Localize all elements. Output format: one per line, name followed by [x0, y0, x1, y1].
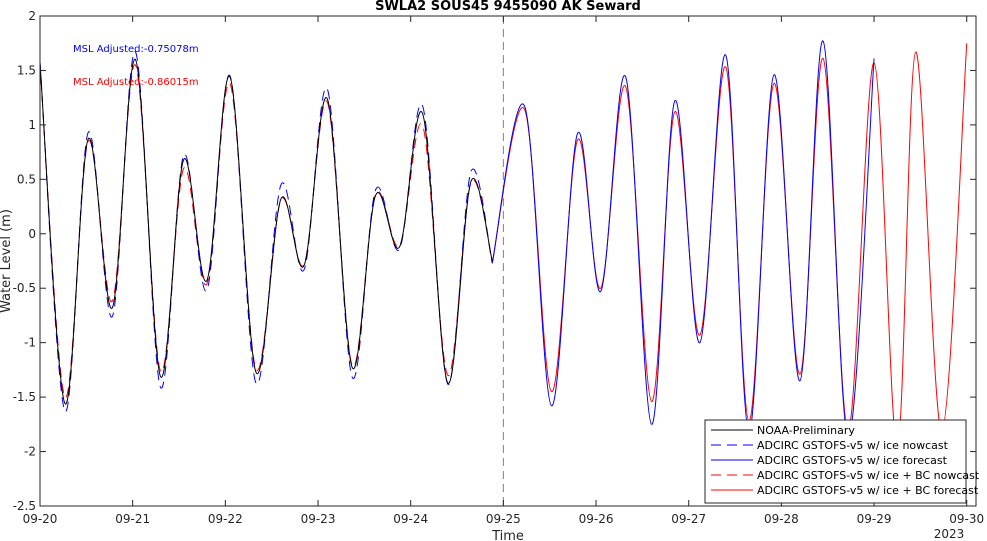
legend-label-4: ADCIRC GSTOFS-v5 w/ ice + BC forecast — [757, 484, 979, 497]
x-tick-label: 09-24 — [393, 512, 428, 526]
series-line-1 — [40, 51, 493, 412]
x-tick-label: 09-23 — [301, 512, 336, 526]
x-tick-label: 09-22 — [208, 512, 243, 526]
legend-box — [704, 419, 967, 504]
legend-label-0: NOAA-Preliminary — [757, 424, 855, 437]
x-tick-label: 09-29 — [857, 512, 892, 526]
y-tick-label: 1 — [28, 118, 36, 132]
y-tick-label: 0.5 — [17, 172, 36, 186]
x-tick-label: 09-28 — [764, 512, 799, 526]
plot-series — [40, 16, 968, 506]
series-line-0 — [40, 59, 493, 405]
legend-label-3: ADCIRC GSTOFS-v5 w/ ice + BC nowcast — [757, 469, 980, 482]
y-tick-label: 1.5 — [17, 63, 36, 77]
y-tick-label: -2 — [24, 445, 36, 459]
msl-annotation-red: MSL Adjusted:-0.86015m — [73, 77, 199, 88]
y-axis-title: Water Level (m) — [0, 209, 14, 313]
msl-annotation-blue: MSL Adjusted:-0.75078m — [73, 44, 199, 55]
y-tick-label: 2 — [28, 9, 36, 23]
x-tick-label: 09-26 — [579, 512, 614, 526]
legend-label-1: ADCIRC GSTOFS-v5 w/ ice nowcast — [757, 439, 949, 452]
x-axis: 09-20 09-21 09-22 09-23 09-24 09-25 09-26 09-27… — [23, 16, 984, 526]
y-tick-label: -0.5 — [13, 281, 36, 295]
chart-title: SWLA2 SOUS45 9455090 AK Seward — [375, 0, 641, 14]
plot-frame — [39, 15, 977, 507]
y-axis: -2.5 -2 -1.5 -1 -0.5 0 0.5 1 1.5 2 — [13, 9, 976, 513]
series-line-2 — [491, 40, 875, 439]
x-tick-label: 09-20 — [23, 512, 58, 526]
x-year-label: 2023 — [934, 527, 965, 541]
x-tick-label: 09-30 — [949, 512, 984, 526]
legend: NOAA-Preliminary ADCIRC GSTOFS-v5 w/ ice … — [704, 419, 980, 504]
y-tick-label: -1 — [24, 336, 36, 350]
x-tick-label: 09-27 — [671, 512, 706, 526]
x-axis-title: Time — [491, 529, 524, 541]
y-tick-label: -1.5 — [13, 390, 36, 404]
x-tick-label: 09-25 — [486, 512, 521, 526]
y-tick-label: 0 — [28, 227, 36, 241]
legend-label-2: ADCIRC GSTOFS-v5 w/ ice forecast — [757, 454, 948, 467]
x-tick-label: 09-21 — [115, 512, 150, 526]
y-tick-label: -2.5 — [13, 499, 36, 513]
